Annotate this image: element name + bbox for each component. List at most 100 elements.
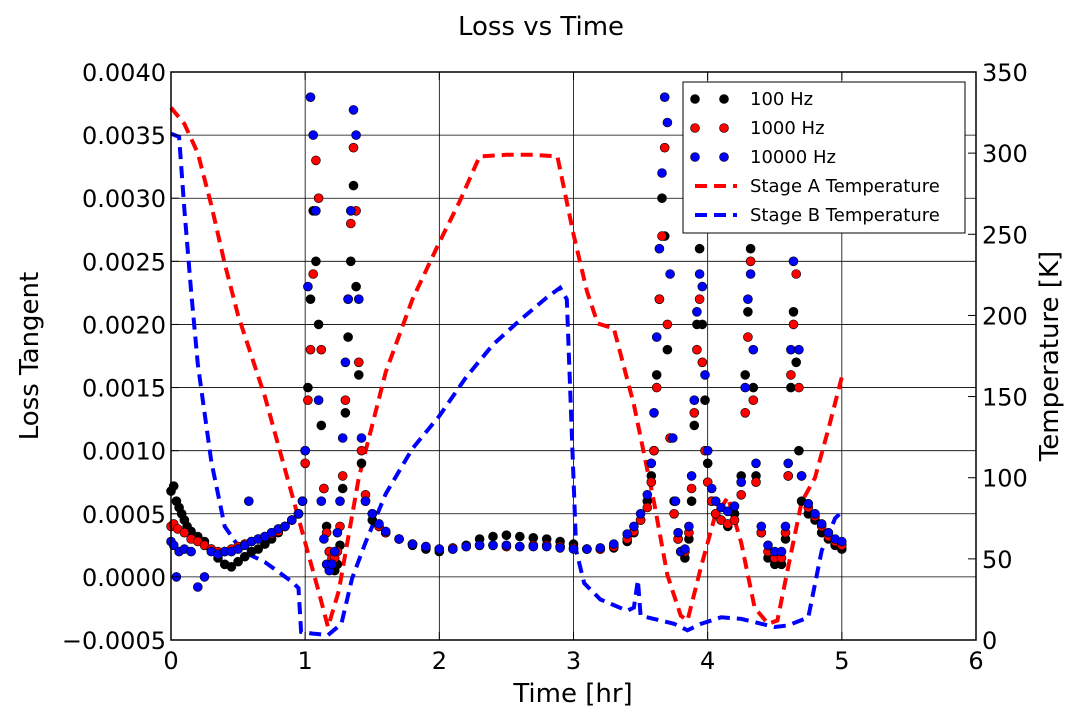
100-hz-point — [305, 294, 316, 305]
1000-hz-point — [736, 489, 747, 500]
1000-hz-point — [356, 445, 367, 456]
10000-hz-point — [710, 496, 721, 507]
10000-hz-point — [662, 117, 673, 128]
100-hz-point — [311, 256, 321, 267]
10000-hz-point — [340, 357, 351, 368]
100-hz-point — [651, 370, 662, 380]
10000-hz-point — [568, 544, 579, 554]
1000-hz-point — [659, 142, 670, 153]
y2-tick-label: 250 — [982, 221, 1028, 249]
10000-hz-point — [783, 458, 794, 469]
legend-100-hz-label: 100 Hz — [750, 89, 813, 110]
10000-hz-point — [447, 544, 458, 554]
100-hz-point — [353, 370, 364, 380]
100-hz-point — [689, 420, 700, 431]
10000-hz-point — [595, 543, 606, 553]
y-tick-label: 0.0035 — [82, 122, 166, 150]
x-tick-label: 6 — [968, 647, 983, 675]
100-hz-point — [694, 243, 705, 254]
10000-hz-point — [313, 395, 324, 406]
10000-hz-point — [810, 508, 820, 519]
1000-hz-point — [791, 269, 802, 279]
10000-hz-point — [541, 541, 552, 552]
10000-hz-point — [646, 458, 657, 469]
10000-hz-point — [780, 521, 791, 532]
10000-hz-point — [796, 471, 807, 481]
10000-hz-point — [343, 294, 353, 305]
y2-axis-label: Temperature [K] — [1035, 251, 1065, 462]
100-hz-point — [700, 395, 710, 406]
10000-hz-point — [665, 269, 675, 279]
y-tick-label: 0.0000 — [82, 564, 166, 592]
100-hz-point — [501, 530, 512, 541]
y2-tick-label: 300 — [982, 140, 1028, 168]
1000-hz-point — [337, 471, 348, 481]
10000-hz-point — [722, 506, 733, 517]
y-tick-label: 0.0015 — [82, 375, 166, 403]
10000-hz-point — [351, 130, 361, 140]
100-hz-point — [686, 496, 697, 507]
10000-hz-point — [555, 543, 565, 553]
y2-tick-label: 200 — [982, 302, 1028, 330]
10000-hz-point — [327, 559, 337, 570]
1000-hz-point — [743, 332, 753, 342]
1000-hz-point — [651, 382, 662, 393]
1000-hz-point — [649, 445, 659, 456]
1000-hz-point — [305, 344, 316, 355]
100-hz-point — [743, 306, 753, 317]
10000-hz-point — [528, 541, 539, 552]
y2-tick-label: 150 — [982, 384, 1028, 412]
1000-hz-point — [300, 458, 311, 469]
x-axis-ticks: 0 1 2 3 4 5 6 — [163, 72, 984, 675]
10000-hz-point — [635, 508, 646, 519]
x-tick-label: 5 — [834, 647, 849, 675]
100-hz-point — [316, 420, 327, 431]
1000-hz-point — [308, 269, 319, 279]
y-tick-label: 0.0020 — [82, 311, 166, 339]
1000-hz-point — [692, 344, 702, 355]
legend: 100 Hz 1000 Hz 10000 Hz Stage A Temperature… — [682, 81, 966, 234]
y-axis-ticks: −0.0005 0.0000 0.0005 0.0010 0.0015 0.0020 0.0… — [62, 59, 179, 655]
10000-hz-point — [651, 332, 662, 342]
100-hz-point — [356, 458, 367, 469]
100-hz-point — [303, 382, 313, 393]
y2-tick-label: 0 — [982, 627, 997, 655]
10000-hz-point — [380, 526, 391, 537]
y-tick-label: 0.0025 — [82, 248, 166, 276]
10000-hz-point — [193, 582, 203, 592]
1000-hz-point — [353, 357, 364, 368]
10000-hz-point — [421, 541, 431, 552]
10000-hz-point — [316, 496, 327, 507]
10000-hz-point — [374, 519, 384, 529]
10000-hz-point — [748, 344, 759, 355]
10000-hz-point — [407, 539, 418, 549]
legend-100-hz-marker — [719, 94, 729, 104]
x-tick-label: 3 — [566, 647, 581, 675]
10000-hz-point — [629, 521, 639, 532]
10000-hz-point — [700, 370, 710, 380]
1000-hz-point — [669, 508, 679, 519]
10000-hz-point — [293, 508, 304, 519]
10000-hz-point — [816, 519, 827, 529]
chart-title: Loss vs Time — [458, 12, 624, 42]
100-hz-point — [240, 551, 250, 562]
100-hz-point — [337, 483, 348, 494]
1000-hz-point — [662, 319, 673, 330]
100-hz-point — [226, 561, 237, 572]
1000-hz-point — [348, 142, 359, 153]
10000-hz-point — [367, 508, 378, 519]
x-axis-label: Time [hr] — [512, 679, 632, 709]
10000-hz-point — [582, 544, 592, 554]
y2-axis-ticks: 0 50 100 150 200 250 300 350 — [968, 59, 1028, 655]
10000-hz-point — [300, 445, 311, 456]
10000-hz-point — [642, 489, 653, 500]
1000-hz-point — [694, 294, 705, 305]
10000-hz-point — [776, 546, 787, 557]
100-hz-point — [662, 344, 673, 355]
10000-hz-point — [305, 92, 316, 102]
y-tick-label: 0.0030 — [82, 185, 166, 213]
legend-box — [682, 81, 966, 234]
10000-hz-point — [788, 256, 799, 267]
legend-1000-hz-marker — [690, 123, 700, 133]
